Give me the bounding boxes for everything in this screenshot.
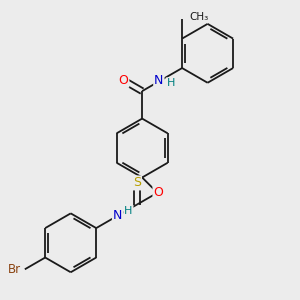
- Text: CH₃: CH₃: [189, 12, 208, 22]
- Text: Br: Br: [8, 263, 21, 276]
- Text: H: H: [124, 206, 133, 216]
- Text: O: O: [118, 74, 128, 87]
- Text: H: H: [167, 78, 175, 88]
- Text: N: N: [154, 74, 164, 87]
- Text: O: O: [154, 186, 163, 199]
- Text: S: S: [133, 176, 141, 189]
- Text: N: N: [113, 209, 122, 222]
